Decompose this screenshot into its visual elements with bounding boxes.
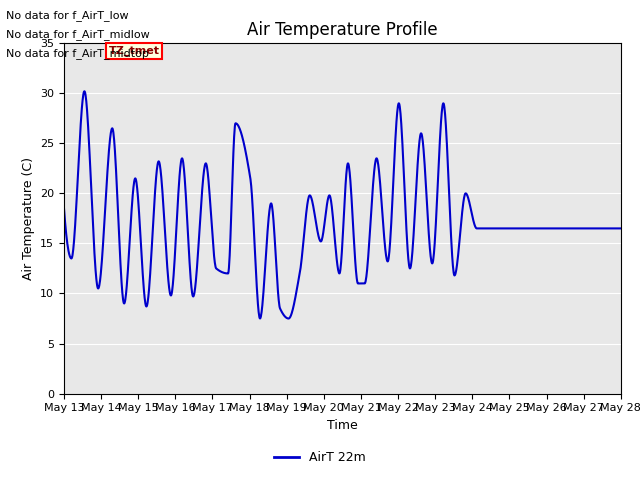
Y-axis label: Air Temperature (C): Air Temperature (C) — [22, 157, 35, 280]
Text: TZ_tmet: TZ_tmet — [109, 46, 159, 56]
Legend: AirT 22m: AirT 22m — [269, 446, 371, 469]
Text: No data for f_AirT_midlow: No data for f_AirT_midlow — [6, 29, 150, 40]
Text: No data for f_AirT_low: No data for f_AirT_low — [6, 10, 129, 21]
Text: No data for f_AirT_midtop: No data for f_AirT_midtop — [6, 48, 149, 59]
X-axis label: Time: Time — [327, 419, 358, 432]
Title: Air Temperature Profile: Air Temperature Profile — [247, 21, 438, 39]
